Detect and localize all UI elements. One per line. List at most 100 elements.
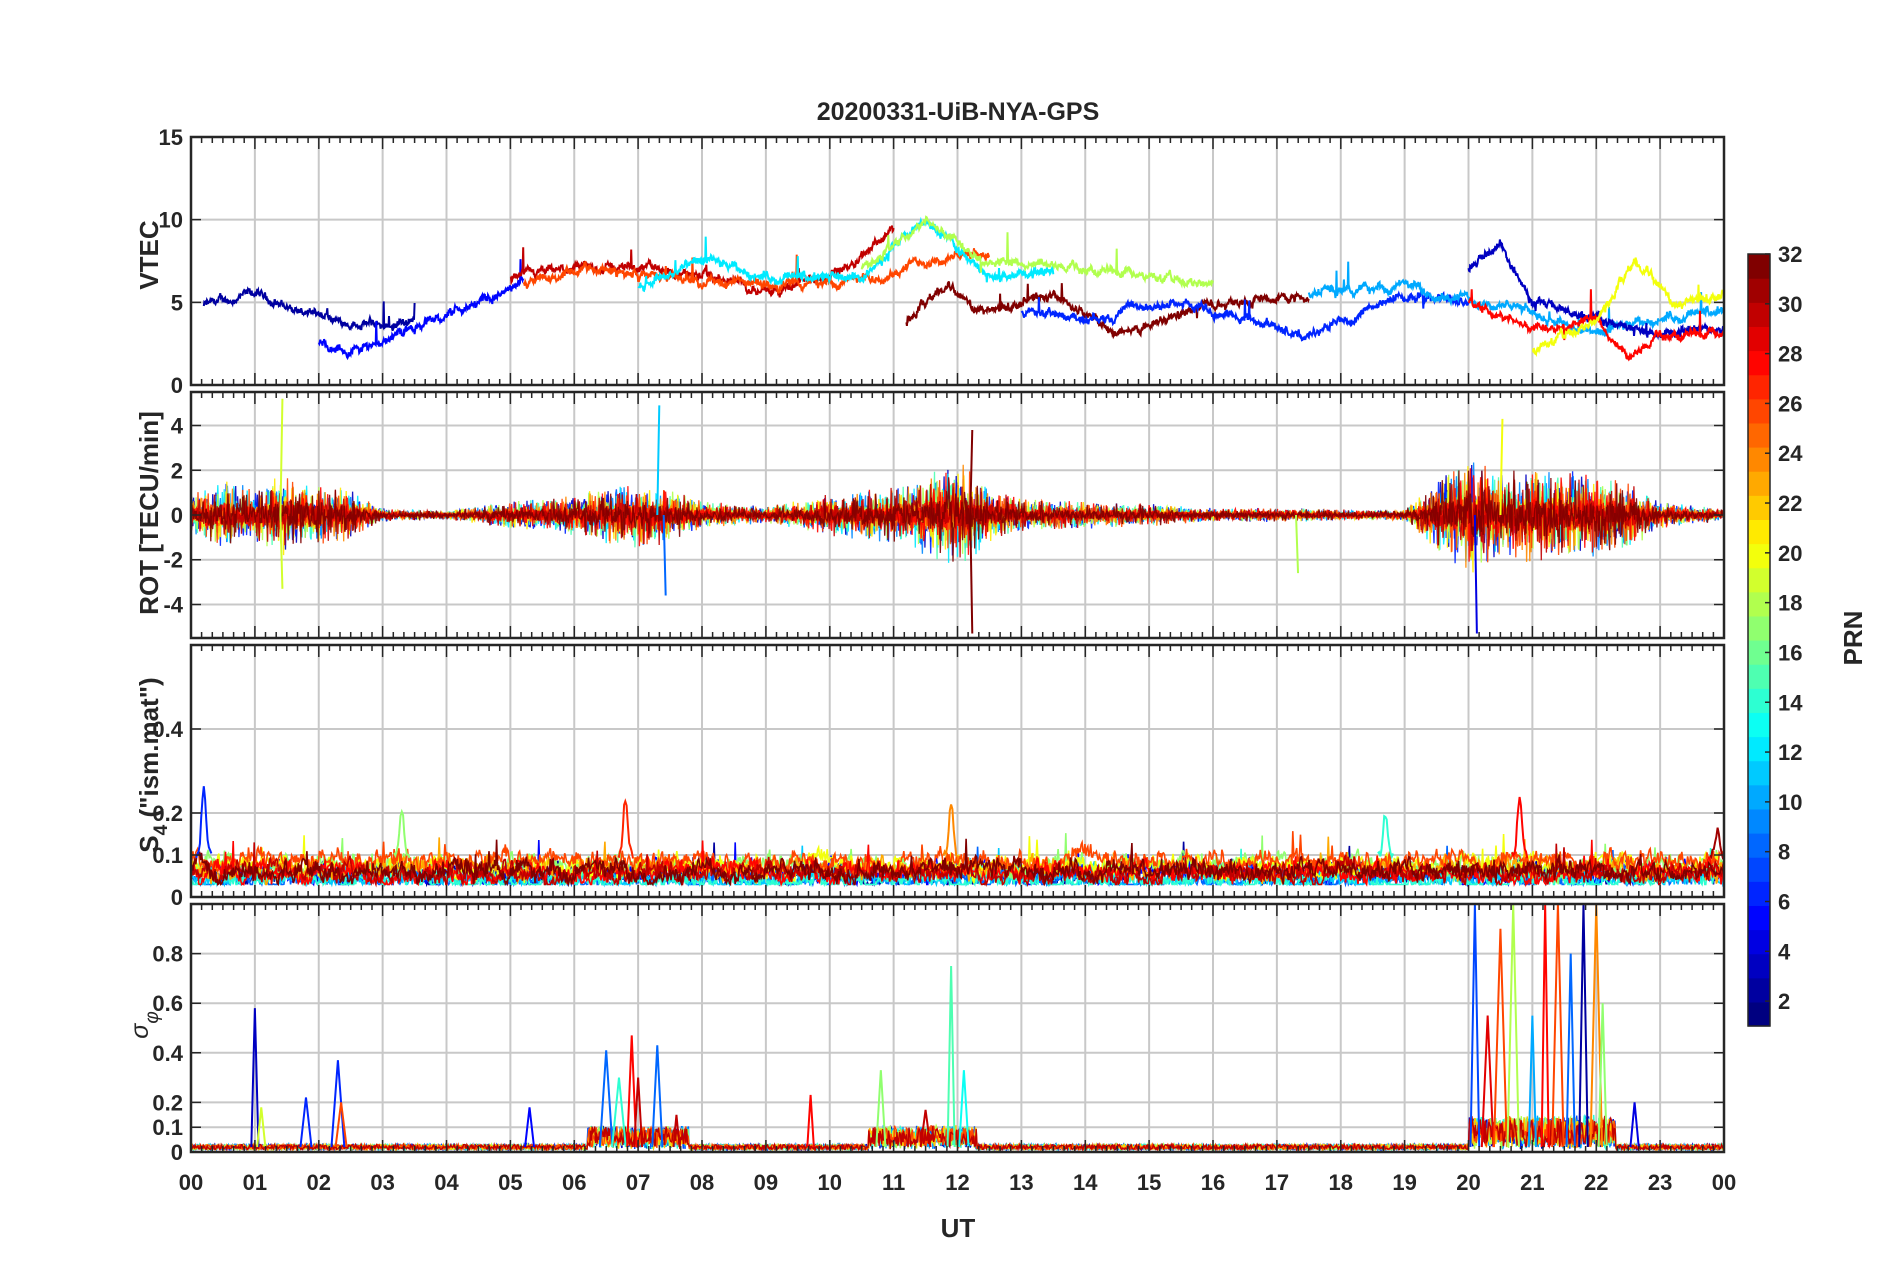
x-tick-label: 00 [179, 1170, 203, 1195]
vtec-series-prn-3 [1467, 239, 1724, 341]
x-tick-label: 09 [754, 1170, 778, 1195]
colorbar-segment [1748, 519, 1770, 545]
colorbar-tick-label: 6 [1778, 889, 1790, 914]
colorbar-segment [1748, 857, 1770, 882]
colorbar-segment [1748, 640, 1770, 665]
colorbar-segment [1748, 543, 1770, 569]
rot-peak [969, 429, 974, 516]
colorbar-segment [1748, 953, 1770, 979]
x-tick-label: 14 [1073, 1170, 1098, 1195]
x-tick-label: 19 [1392, 1170, 1416, 1195]
vtec-series-prn-2 [202, 286, 416, 332]
s4-x-ticks [190, 645, 1725, 897]
rot-ytick-label: 4 [171, 414, 184, 439]
sigma-phi-spike [1629, 1102, 1640, 1148]
colorbar-segment [1748, 1001, 1770, 1027]
s4-ytick-label: 0 [171, 885, 183, 910]
sigma-phi-spike [919, 1109, 932, 1148]
rot-peak [279, 514, 284, 589]
sigma-phi-spike [334, 1102, 348, 1148]
sigma-phi-spike [806, 1094, 815, 1148]
colorbar-segment [1748, 688, 1770, 713]
vtec-ytick-label: 10 [159, 208, 183, 233]
rot-x-ticks [190, 392, 1725, 638]
sigma-phi-ytick-label: 0.2 [152, 1090, 183, 1115]
colorbar-segment [1748, 664, 1770, 689]
vtec-ylabel: VTEC [134, 220, 164, 290]
s4-ylabel: S4 ("ism.mat") [134, 677, 172, 852]
vtec-panel: 0 5 10 15 [159, 125, 1726, 398]
rot-y-ticks [191, 424, 1724, 606]
colorbar-tick-label: 16 [1778, 640, 1802, 665]
s4-peak [393, 808, 411, 859]
sigma-phi-spike [1540, 904, 1550, 1148]
sigma-phi-spike [598, 1050, 614, 1148]
colorbar-tick-label: 22 [1778, 491, 1802, 516]
sigma-phi-spike [946, 965, 956, 1148]
s4-peak [1510, 796, 1529, 859]
rot-peak [662, 514, 667, 596]
x-tick-label: 03 [370, 1170, 394, 1195]
colorbar-tick-label: 12 [1778, 740, 1802, 765]
sigma-phi-spike [1506, 904, 1520, 1148]
colorbar-segment [1748, 784, 1770, 810]
x-tick-label: 17 [1265, 1170, 1289, 1195]
s4-peak [195, 786, 213, 859]
colorbar-segment [1748, 760, 1770, 786]
x-tick-label: 21 [1520, 1170, 1544, 1195]
rot-peak [656, 405, 661, 516]
x-tick-label: 13 [1009, 1170, 1033, 1195]
x-tick-label: 00 [1712, 1170, 1736, 1195]
vtec-series-prn-18 [860, 215, 1214, 289]
sigma-phi-spike [1551, 904, 1565, 1148]
sigma-phi-spike [611, 1077, 627, 1148]
s4-ytick-label: 0.2 [152, 801, 183, 826]
sigma-phi-spike [524, 1107, 536, 1148]
colorbar-tick-label: 32 [1778, 242, 1802, 267]
vtec-series-prn-10 [1307, 261, 1724, 338]
colorbar-tick-label: 30 [1778, 292, 1802, 317]
svg-text:PRN: PRN [1838, 611, 1868, 666]
sigma-phi-spike [958, 1070, 970, 1148]
rot-ytick-label: -2 [163, 548, 183, 573]
vtec-series-prn-5 [317, 259, 525, 361]
colorbar-tick-label: 20 [1778, 541, 1802, 566]
svg-text:VTEC: VTEC [134, 220, 164, 290]
sigma-phi-ytick-label: 0.4 [152, 1041, 183, 1066]
sigma-phi-spike [299, 1097, 313, 1148]
rot-ytick-label: 0 [171, 503, 183, 528]
x-tick-label: 15 [1137, 1170, 1161, 1195]
sigma-phi-ytick-label: 0.6 [152, 991, 183, 1016]
colorbar-segment [1748, 471, 1770, 496]
x-tick-label: 06 [562, 1170, 586, 1195]
colorbar-tick-label: 26 [1778, 391, 1802, 416]
colorbar-segment [1748, 905, 1770, 931]
x-tick-labels: 00 01 02 03 04 05 06 07 08 09 10 11 12 13 14 15 16 17 18 19… [179, 1170, 1736, 1195]
vtec-series-prn-32 [905, 280, 1310, 340]
sigma-phi-spike [256, 1107, 267, 1148]
colorbar-tick-label: 28 [1778, 342, 1802, 367]
data-layer [191, 398, 1724, 634]
vtec-x-ticks [190, 137, 1725, 385]
rot-peak [969, 514, 974, 634]
chart-title: 20200331-UiB-NYA-GPS [817, 98, 1100, 126]
colorbar-tick-label: 24 [1778, 441, 1803, 466]
rot-panel: -4 -2 0 2 4 [163, 390, 1726, 640]
colorbar-segment [1748, 447, 1770, 472]
sigma-phi-panel: 00.10.2 0.4 0.6 0.8 [152, 902, 1726, 1165]
colorbar-segment [1748, 374, 1770, 400]
vtec-ytick-label: 5 [171, 290, 183, 315]
data-layer [202, 215, 1724, 362]
vtec-ytick-label: 0 [171, 373, 183, 398]
sigma-phi-y-ticks [191, 952, 1724, 1153]
vtec-y-ticks [191, 136, 1724, 386]
sigma-phi-spike [1578, 904, 1589, 1148]
colorbar-tick-label: 10 [1778, 790, 1802, 815]
svg-text:S4 ("ism.mat"): S4 ("ism.mat") [134, 677, 172, 852]
rot-peak [1295, 514, 1300, 574]
x-tick-label: 18 [1329, 1170, 1353, 1195]
sigma-phi-spike [672, 1114, 681, 1148]
colorbar-label: PRN [1838, 611, 1868, 666]
x-tick-label: 01 [243, 1170, 267, 1195]
colorbar-box [1747, 253, 1771, 1027]
